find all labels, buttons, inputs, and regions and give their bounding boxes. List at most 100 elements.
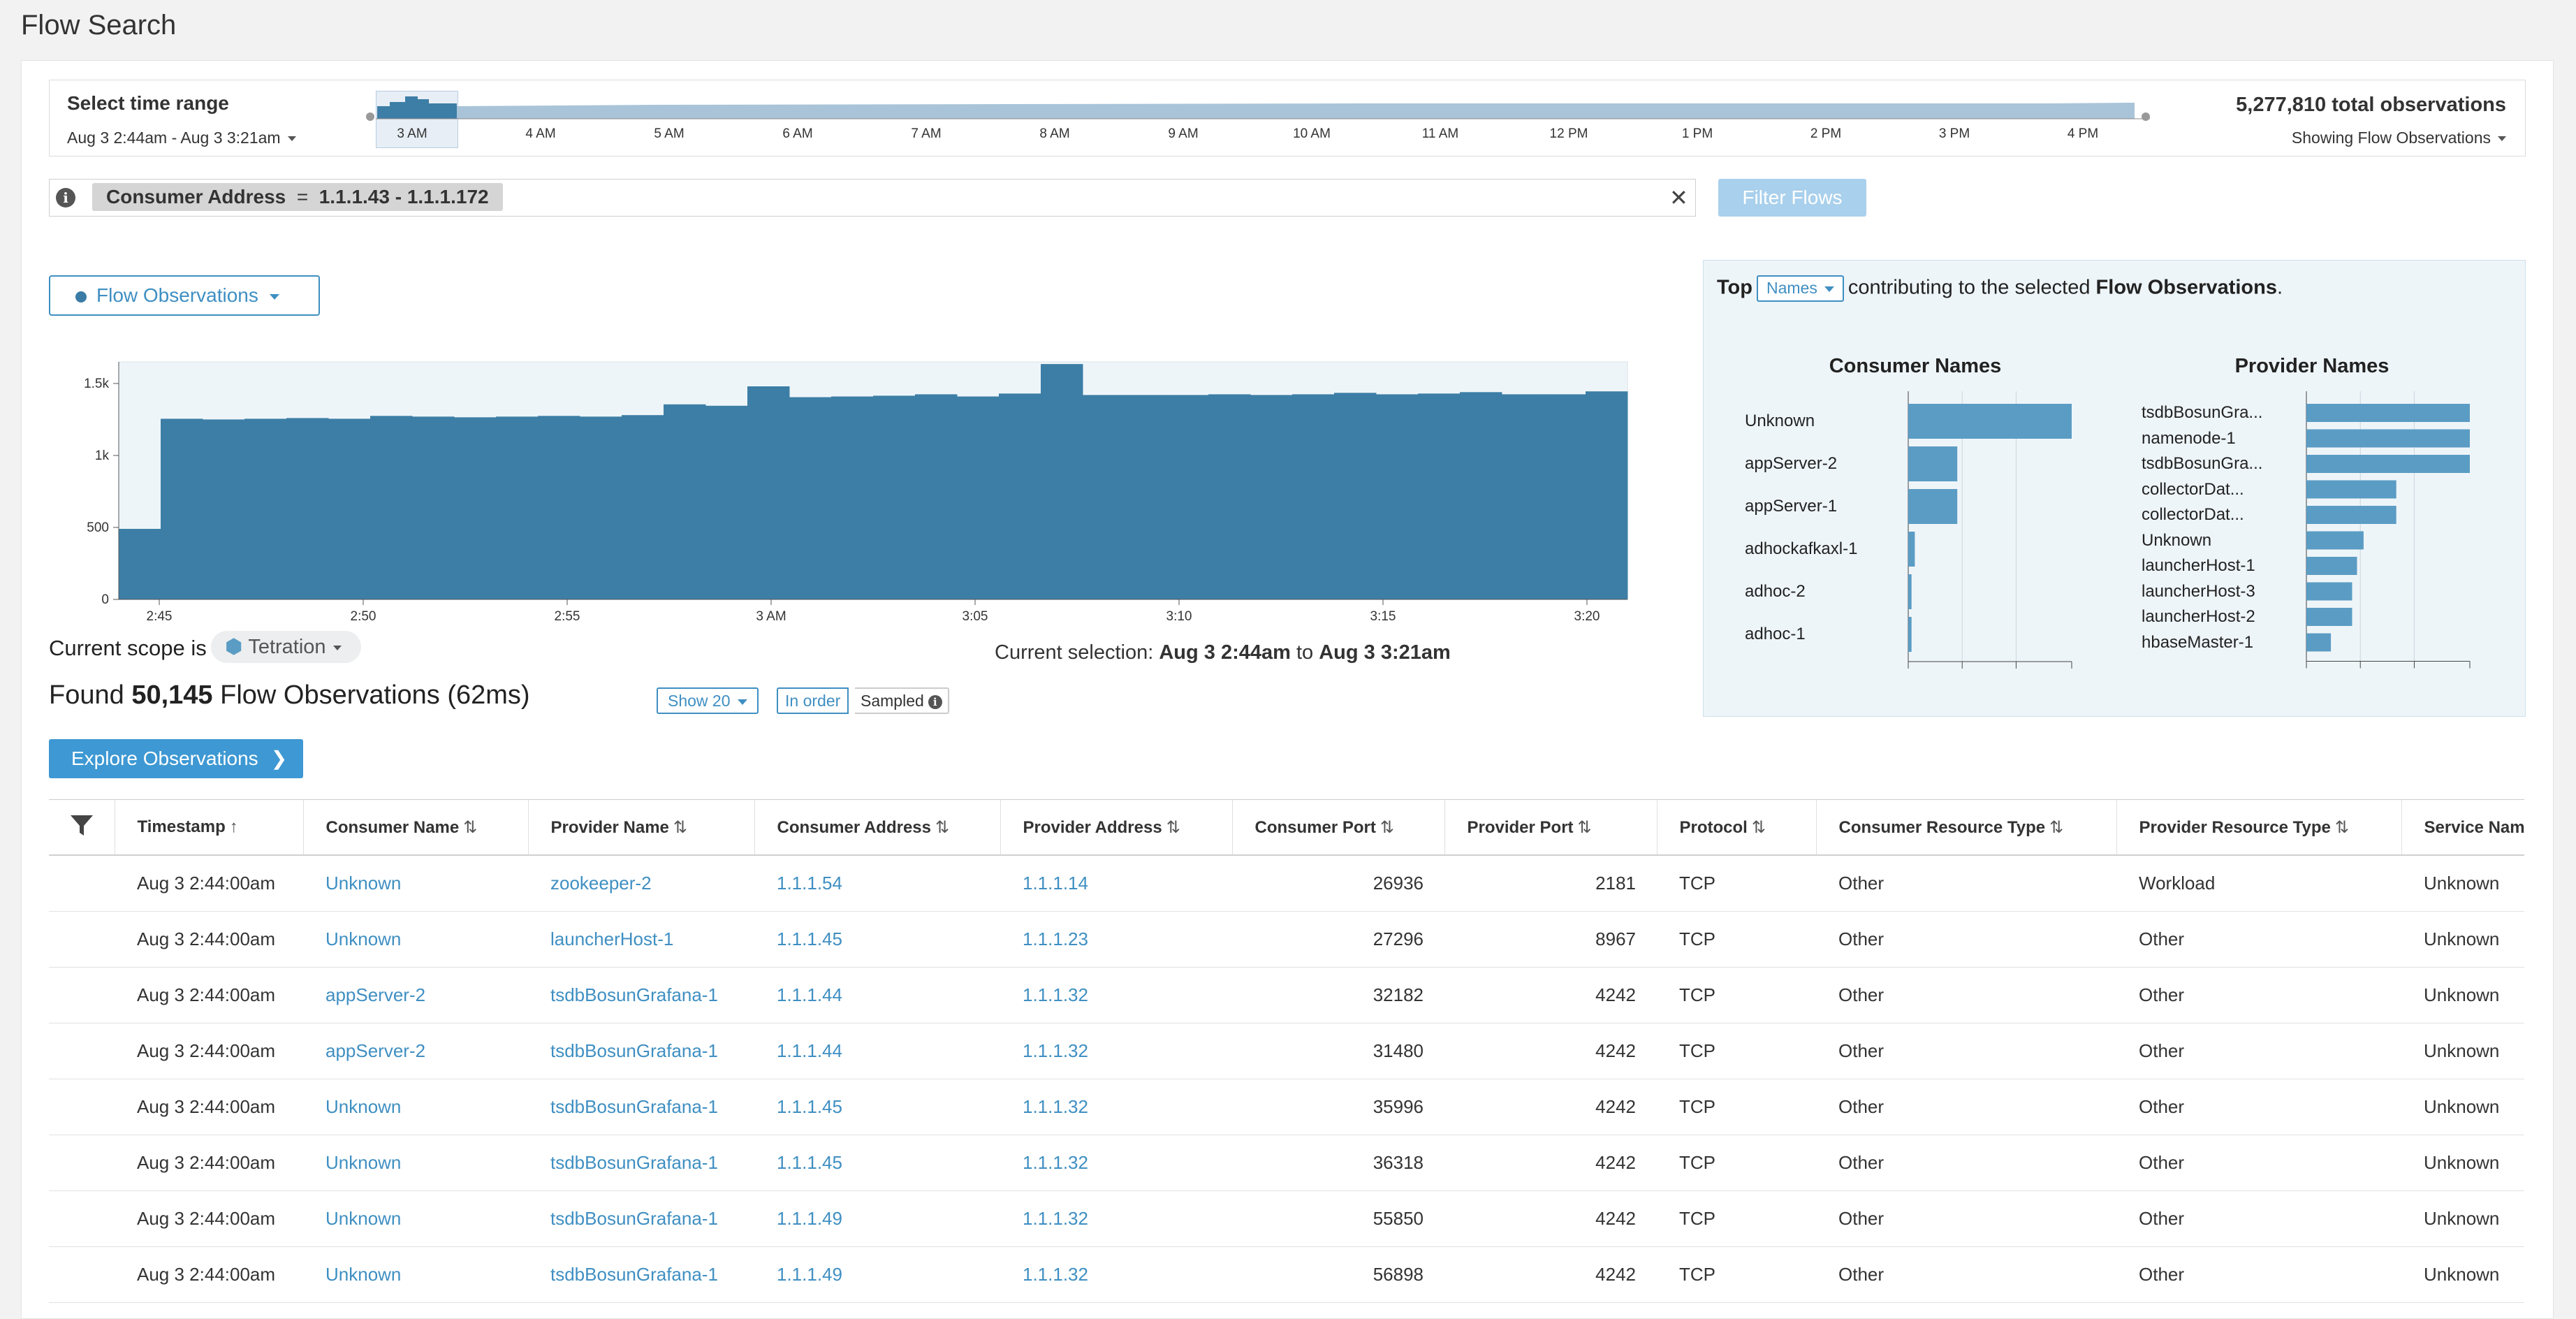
cell-consumer-address[interactable]: 1.1.1.44 — [754, 1023, 1000, 1079]
cell-provider-address[interactable]: 1.1.1.14 — [1000, 855, 1232, 912]
chart-bar[interactable] — [664, 404, 706, 599]
column-header-consumer-port[interactable]: Consumer Port ⇅ — [1232, 799, 1445, 856]
top-bar[interactable] — [2306, 633, 2332, 652]
column-header-consumer-address[interactable]: Consumer Address ⇅ — [754, 799, 1001, 856]
cell-provider-address[interactable]: 1.1.1.32 — [1000, 967, 1232, 1023]
table-row[interactable]: Aug 3 2:44:00am Unknown tsdbBosunGrafana-1… — [49, 1190, 2524, 1247]
filter-chip[interactable]: Consumer Address = 1.1.1.43 - 1.1.1.172 — [92, 183, 503, 211]
chart-bar[interactable] — [1208, 394, 1251, 599]
close-icon[interactable]: ✕ — [1669, 185, 1688, 210]
cell-consumer-name[interactable]: Unknown — [303, 1190, 528, 1247]
sampled-toggle[interactable]: Sampled i — [855, 687, 949, 714]
column-header-provider-resource-type[interactable]: Provider Resource Type ⇅ — [2116, 799, 2402, 856]
cell-consumer-name[interactable]: Unknown — [303, 1246, 528, 1303]
chart-bar[interactable] — [1041, 364, 1083, 599]
filter-icon[interactable] — [49, 799, 115, 856]
cell-provider-name[interactable]: tsdbBosunGrafana-1 — [528, 1023, 754, 1079]
chart-bar[interactable] — [119, 529, 161, 599]
top-bar[interactable] — [2306, 608, 2352, 626]
column-header-timestamp[interactable]: Timestamp ↑ — [115, 799, 304, 856]
top-bar[interactable] — [1908, 489, 1958, 524]
chart-bar[interactable] — [1418, 393, 1461, 599]
top-bar[interactable] — [1908, 404, 2072, 439]
column-header-service-name[interactable]: Service Name⇅ — [2401, 799, 2524, 856]
cell-provider-address[interactable]: 1.1.1.32 — [1000, 1023, 1232, 1079]
chart-bar[interactable] — [1292, 394, 1335, 599]
chart-bar[interactable] — [999, 393, 1041, 599]
chart-bar[interactable] — [412, 416, 455, 599]
cell-provider-name[interactable]: tsdbBosunGrafana-1 — [528, 967, 754, 1023]
column-header-protocol[interactable]: Protocol ⇅ — [1657, 799, 1817, 856]
chart-bar[interactable] — [454, 417, 497, 599]
cell-consumer-address[interactable]: 1.1.1.45 — [754, 1135, 1000, 1191]
chart-bar[interactable] — [203, 419, 245, 599]
cell-consumer-address[interactable]: 1.1.1.44 — [754, 967, 1000, 1023]
chart-bar[interactable] — [1250, 395, 1293, 599]
chart-bar[interactable] — [538, 416, 580, 599]
cell-provider-address[interactable]: 1.1.1.32 — [1000, 1190, 1232, 1247]
explore-observations-button[interactable]: Explore Observations ❯ — [49, 739, 303, 778]
cell-consumer-name[interactable]: appServer-2 — [303, 967, 528, 1023]
top-bar[interactable] — [2306, 557, 2357, 575]
page-size-dropdown[interactable]: Show 20 — [657, 687, 759, 714]
chart-bar[interactable] — [1460, 392, 1502, 599]
timeline-sparkline[interactable] — [376, 91, 2150, 126]
chart-bar[interactable] — [496, 416, 539, 599]
cell-consumer-name[interactable]: Unknown — [303, 1079, 528, 1135]
top-bar[interactable] — [2306, 480, 2396, 499]
provider-names-chart[interactable] — [2302, 391, 2477, 671]
top-bar[interactable] — [1908, 574, 1912, 609]
chart-bar[interactable] — [286, 418, 329, 599]
brush-right-handle[interactable] — [2142, 112, 2150, 121]
cell-consumer-name[interactable]: appServer-2 — [303, 1023, 528, 1079]
cell-consumer-address[interactable]: 1.1.1.45 — [754, 1079, 1000, 1135]
info-icon[interactable]: i — [928, 694, 942, 709]
chart-bar[interactable] — [244, 418, 287, 599]
chart-bar[interactable] — [1125, 395, 1167, 599]
filter-flows-button[interactable]: Filter Flows — [1718, 179, 1866, 217]
chart-bar[interactable] — [747, 386, 790, 599]
cell-consumer-address[interactable]: 1.1.1.54 — [754, 855, 1000, 912]
cell-provider-name[interactable]: launcherHost-1 — [528, 911, 754, 968]
consumer-names-chart[interactable] — [1904, 391, 2079, 671]
cell-provider-address[interactable]: 1.1.1.32 — [1000, 1079, 1232, 1135]
chart-bar[interactable] — [370, 416, 413, 599]
table-row[interactable]: Aug 3 2:44:00am Unknown tsdbBosunGrafana-1… — [49, 1246, 2524, 1303]
table-row[interactable]: Aug 3 2:44:00am Unknown tsdbBosunGrafana-1… — [49, 1079, 2524, 1135]
brush-left-handle[interactable] — [366, 112, 374, 121]
top-bar[interactable] — [2306, 404, 2470, 422]
cell-provider-name[interactable]: tsdbBosunGrafana-1 — [528, 1246, 754, 1303]
top-bar[interactable] — [1908, 532, 1915, 567]
chart-bar[interactable] — [580, 416, 622, 599]
top-bar[interactable] — [2306, 531, 2364, 550]
showing-dropdown[interactable]: Showing Flow Observations — [2292, 129, 2506, 147]
top-bar[interactable] — [1908, 617, 1912, 652]
chart-bar[interactable] — [1544, 394, 1586, 599]
table-row[interactable]: Aug 3 2:44:00am appServer-2 tsdbBosunGrafa… — [49, 1023, 2524, 1079]
table-row[interactable]: Aug 3 2:44:00am Unknown launcherHost-1 1.1.… — [49, 911, 2524, 968]
column-header-consumer-resource-type[interactable]: Consumer Resource Type ⇅ — [1816, 799, 2117, 856]
cell-consumer-address[interactable]: 1.1.1.49 — [754, 1190, 1000, 1247]
column-header-provider-name[interactable]: Provider Name ⇅ — [528, 799, 755, 856]
cell-provider-address[interactable]: 1.1.1.32 — [1000, 1135, 1232, 1191]
cell-consumer-address[interactable]: 1.1.1.45 — [754, 911, 1000, 968]
cell-provider-name[interactable]: tsdbBosunGrafana-1 — [528, 1135, 754, 1191]
chart-bar[interactable] — [1166, 395, 1209, 599]
chart-bar[interactable] — [831, 396, 874, 600]
chart-bar[interactable] — [622, 415, 664, 599]
cell-provider-name[interactable]: zookeeper-2 — [528, 855, 754, 912]
scope-dropdown[interactable]: ⬢ Tetration — [211, 631, 361, 663]
time-range-dropdown[interactable]: Aug 3 2:44am - Aug 3 3:21am — [67, 129, 296, 147]
names-dropdown[interactable]: Names — [1757, 275, 1844, 302]
info-icon[interactable]: i — [56, 188, 75, 207]
chart-bar[interactable] — [915, 394, 958, 599]
chart-bar[interactable] — [1334, 393, 1377, 599]
chart-bar[interactable] — [328, 418, 371, 599]
observations-chart[interactable]: 1.5k 1k 500 0 2:45 2:50 2:55 3 AM 3:05 3:10 3:15 3:… — [49, 354, 1648, 626]
chart-bar[interactable] — [789, 397, 832, 600]
table-row[interactable]: Aug 3 2:44:00am Unknown tsdbBosunGrafana-1… — [49, 1135, 2524, 1191]
cell-consumer-name[interactable]: Unknown — [303, 1135, 528, 1191]
column-header-consumer-name[interactable]: Consumer Name ⇅ — [303, 799, 529, 856]
chart-bar[interactable] — [1502, 394, 1544, 599]
metric-dropdown[interactable]: Flow Observations — [49, 275, 320, 316]
